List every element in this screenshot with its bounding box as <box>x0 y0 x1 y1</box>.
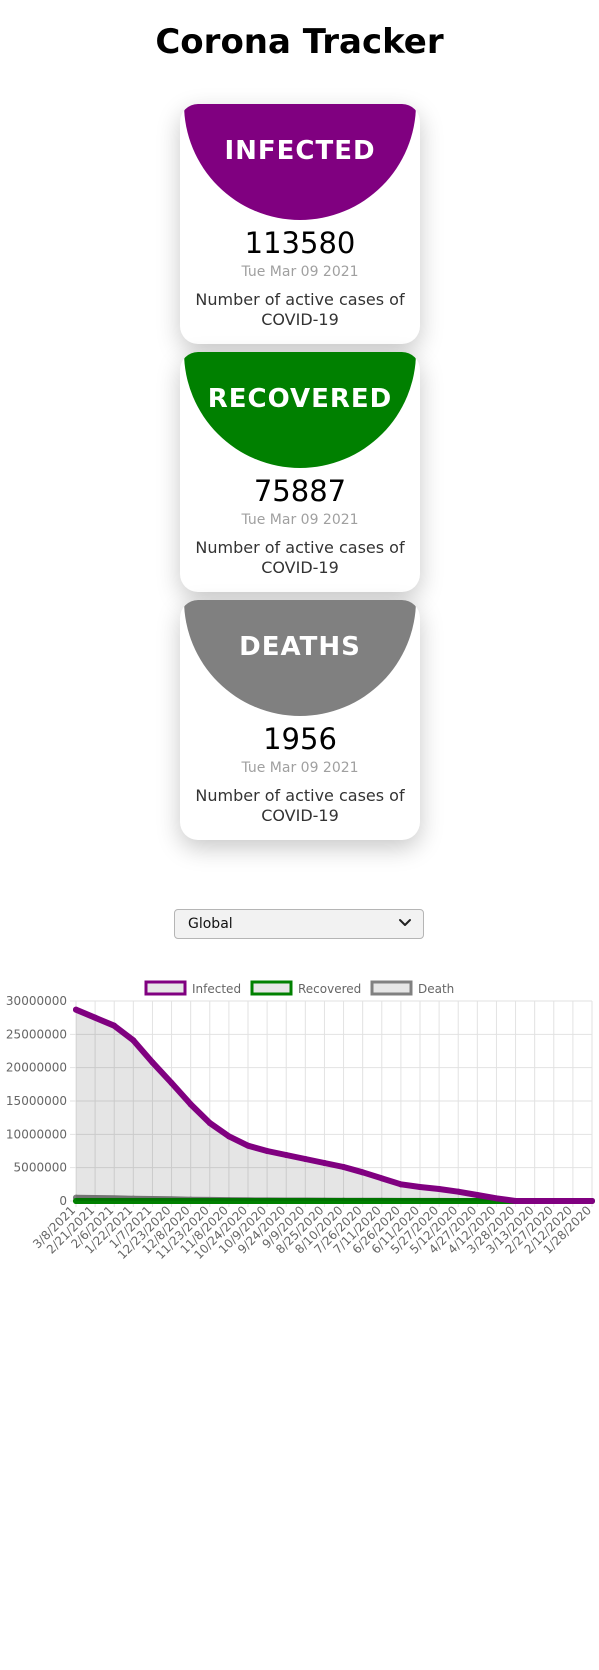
data-point <box>397 1181 404 1188</box>
y-tick-label: 10000000 <box>6 1127 67 1141</box>
data-point <box>397 1198 404 1204</box>
y-tick-label: 5000000 <box>14 1161 67 1175</box>
infected-card-header: INFECTED <box>184 104 416 220</box>
data-point <box>417 1184 423 1190</box>
recovered-card-header: RECOVERED <box>184 352 416 468</box>
infected-card-label: INFECTED <box>224 136 376 166</box>
page-title: Corona Tracker <box>155 22 444 62</box>
data-point <box>111 1198 118 1204</box>
legend-swatch <box>250 980 293 996</box>
data-point <box>111 1022 118 1029</box>
y-tick-label: 25000000 <box>6 1027 67 1041</box>
legend-swatch <box>144 980 187 996</box>
data-point <box>512 1198 519 1204</box>
country-select-value: Global <box>188 916 233 932</box>
data-point <box>73 1006 79 1013</box>
legend-label: Death <box>418 982 454 996</box>
data-point <box>187 1101 194 1108</box>
data-point <box>359 1169 366 1176</box>
deaths-card-label: DEATHS <box>239 632 361 662</box>
recovered-card-date: Tue Mar 09 2021 <box>241 512 359 528</box>
data-point <box>283 1198 290 1204</box>
data-point <box>225 1133 232 1140</box>
data-point <box>474 1192 481 1198</box>
data-point <box>359 1198 366 1204</box>
infected-card-description: Number of active cases of COVID-19 <box>195 290 405 329</box>
deaths-card-date: Tue Mar 09 2021 <box>241 760 359 776</box>
country-select[interactable]: Global <box>174 909 424 939</box>
data-point <box>130 1037 137 1044</box>
data-point <box>550 1198 557 1204</box>
data-point <box>589 1198 595 1204</box>
recovered-card-value: 75887 <box>253 474 347 508</box>
infected-card-value: 113580 <box>244 226 356 260</box>
data-point <box>206 1198 213 1204</box>
data-point <box>378 1198 385 1204</box>
data-point <box>569 1198 576 1204</box>
data-point <box>436 1186 443 1192</box>
series-line <box>73 1006 595 1204</box>
y-tick-label: 30000000 <box>6 994 67 1008</box>
data-point <box>130 1198 137 1204</box>
series-area <box>76 1009 592 1201</box>
data-point <box>436 1198 443 1204</box>
data-point <box>283 1152 290 1158</box>
data-point <box>187 1198 194 1204</box>
data-point <box>92 1014 99 1021</box>
deaths-card-header: DEATHS <box>184 600 416 716</box>
infected-card-date: Tue Mar 09 2021 <box>241 264 359 280</box>
data-point <box>321 1198 328 1204</box>
data-point <box>417 1198 423 1204</box>
deaths-card: DEATHS 1956 Tue Mar 09 2021 Number of ac… <box>180 600 420 840</box>
data-point <box>531 1198 538 1204</box>
data-point <box>149 1198 156 1204</box>
data-point <box>455 1198 462 1204</box>
recovered-card-label: RECOVERED <box>207 384 393 414</box>
data-point <box>245 1142 251 1149</box>
data-point <box>321 1160 328 1166</box>
data-point <box>225 1198 232 1204</box>
data-point <box>493 1195 500 1202</box>
data-point <box>474 1198 481 1204</box>
data-point <box>245 1198 251 1204</box>
deaths-card-description: Number of active cases of COVID-19 <box>195 786 405 825</box>
deaths-card-value: 1956 <box>263 722 337 756</box>
data-point <box>168 1198 175 1204</box>
chevron-down-icon <box>399 919 411 926</box>
data-point <box>264 1148 271 1154</box>
legend-swatch <box>370 980 413 996</box>
recovered-card-description: Number of active cases of COVID-19 <box>195 538 405 577</box>
infected-card: INFECTED 113580 Tue Mar 09 2021 Number o… <box>180 104 420 344</box>
cases-line-chart: 30000000 25000000 20000000 15000000 10000000… <box>6 980 595 1260</box>
data-point <box>455 1188 462 1195</box>
data-point <box>92 1198 99 1204</box>
data-point <box>340 1164 347 1170</box>
data-point <box>340 1198 347 1204</box>
recovered-card: RECOVERED 75887 Tue Mar 09 2021 Number o… <box>180 352 420 592</box>
data-point <box>206 1120 213 1126</box>
data-point <box>149 1059 156 1066</box>
legend-label: Infected <box>192 982 241 996</box>
data-point <box>378 1175 385 1182</box>
legend-label: Recovered <box>298 982 361 996</box>
y-tick-label: 20000000 <box>6 1061 67 1075</box>
data-point <box>73 1198 79 1204</box>
data-point <box>168 1080 175 1086</box>
y-tick-label: 0 <box>59 1194 67 1208</box>
data-point <box>264 1198 271 1204</box>
data-point <box>302 1198 309 1204</box>
y-tick-label: 15000000 <box>6 1094 67 1108</box>
data-point <box>302 1156 309 1162</box>
